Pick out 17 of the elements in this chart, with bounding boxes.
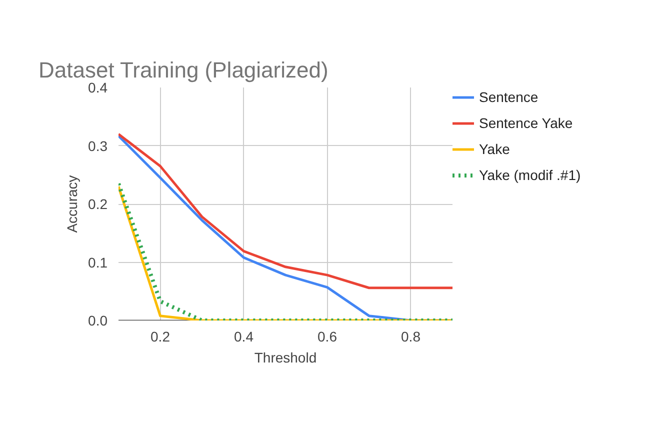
line-series [118,132,452,290]
x-tick-label: 0.8 [401,328,421,344]
y-tick-label: 0.2 [88,196,108,212]
y-tick-label: 0.0 [88,312,108,328]
chart-title: Dataset Training (Plagiarized) [38,58,328,82]
y-tick-label: 0.3 [88,138,108,154]
legend-label: Yake (modif .#1) [479,167,581,183]
x-tick-label: 0.6 [318,328,338,344]
legend-label: Sentence [479,89,538,105]
legend-label: Yake [479,141,510,157]
y-tick-label: 0.4 [88,80,108,96]
x-tick-label: 0.2 [150,328,170,344]
legend-label: Sentence Yake [479,115,573,131]
x-axis-title: Threshold [254,350,317,366]
x-tick-label: 0.4 [234,328,254,344]
y-tick-label: 0.1 [88,254,108,270]
y-axis-title: Accuracy [64,175,80,233]
